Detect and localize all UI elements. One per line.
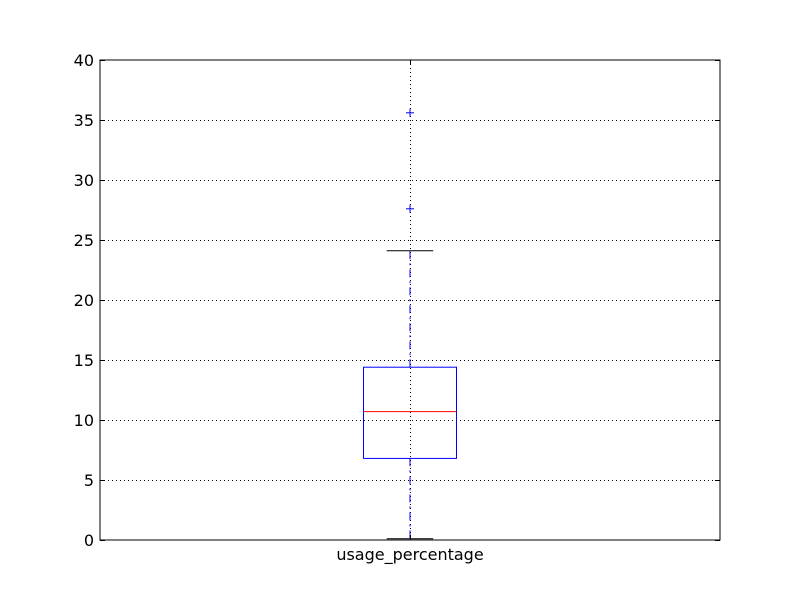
y-tick-label: 20: [74, 291, 94, 310]
y-tick-label: 15: [74, 351, 94, 370]
y-tick-label: 0: [84, 531, 94, 550]
y-tick-label: 5: [84, 471, 94, 490]
outlier-marker: [406, 108, 414, 117]
y-tick-label: 35: [74, 111, 94, 130]
y-tick-label: 30: [74, 171, 94, 190]
y-tick-label: 10: [74, 411, 94, 430]
outlier-marker: [406, 204, 414, 213]
y-tick-label: 25: [74, 231, 94, 250]
x-tick-label: usage_percentage: [336, 545, 483, 565]
axis-ticks: [100, 60, 720, 541]
interquartile-box: [363, 366, 457, 459]
axis-tick-labels: 0 5 10 15 20 25 30 35 40 usage_percentage: [74, 51, 484, 565]
y-tick-label: 40: [74, 51, 94, 70]
